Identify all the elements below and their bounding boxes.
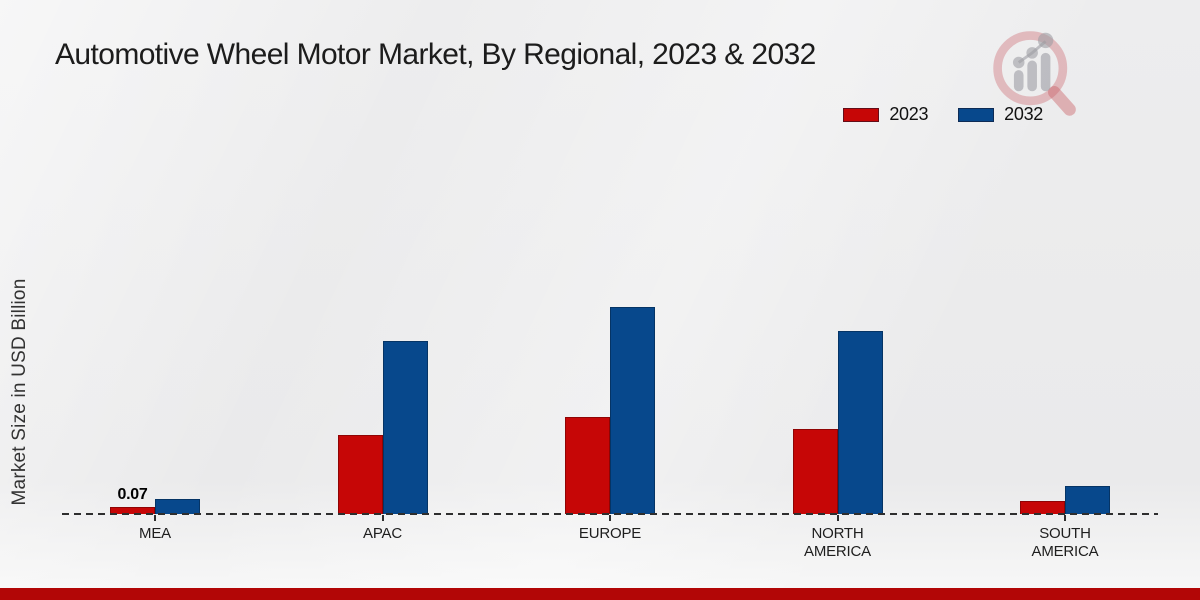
bar-2032-north-america xyxy=(837,331,883,514)
bar-2023-europe xyxy=(565,417,610,514)
legend-item-2023: 2023 xyxy=(843,104,928,125)
x-axis-category-label-europe: EUROPE xyxy=(578,525,642,542)
legend-swatch-2032-icon xyxy=(958,107,995,122)
bar-2023-north-america xyxy=(792,429,838,514)
chart-title: Automotive Wheel Motor Market, By Region… xyxy=(55,38,816,71)
bar-2032-south-america xyxy=(1065,486,1110,514)
legend-label-2032: 2032 xyxy=(1004,104,1043,124)
x-axis-category-label-mea: MEA xyxy=(139,525,171,542)
x-axis-category-label-south-america: SOUTH AMERICA xyxy=(1031,525,1099,560)
x-axis-category-label-apac: APAC xyxy=(363,525,402,542)
magnifier-growth-chart-logo-icon xyxy=(993,31,1076,116)
x-axis-tick-south-america xyxy=(1064,515,1066,521)
footer-strip xyxy=(0,588,1200,600)
bar-2023-south-america xyxy=(1020,501,1065,514)
bar-2023-apac xyxy=(337,435,383,514)
x-axis-tick-apac xyxy=(381,515,384,521)
legend: 2023 2032 xyxy=(843,104,1043,125)
bar-2023-mea xyxy=(110,507,155,514)
bar-2032-mea xyxy=(155,499,200,514)
x-axis-baseline xyxy=(62,513,1158,515)
x-axis-tick-mea xyxy=(154,515,156,521)
legend-label-2023: 2023 xyxy=(889,104,929,124)
x-axis-tick-europe xyxy=(609,515,611,521)
bar-value-label-mea: 0.07 xyxy=(117,486,148,503)
x-axis-tick-north-america xyxy=(836,515,839,521)
x-axis-category-label-north-america: NORTH AMERICA xyxy=(804,525,871,560)
bar-2032-europe xyxy=(610,307,655,514)
legend-item-2032: 2032 xyxy=(958,104,1043,125)
legend-swatch-2023-icon xyxy=(843,107,880,122)
bar-2032-apac xyxy=(382,341,428,514)
